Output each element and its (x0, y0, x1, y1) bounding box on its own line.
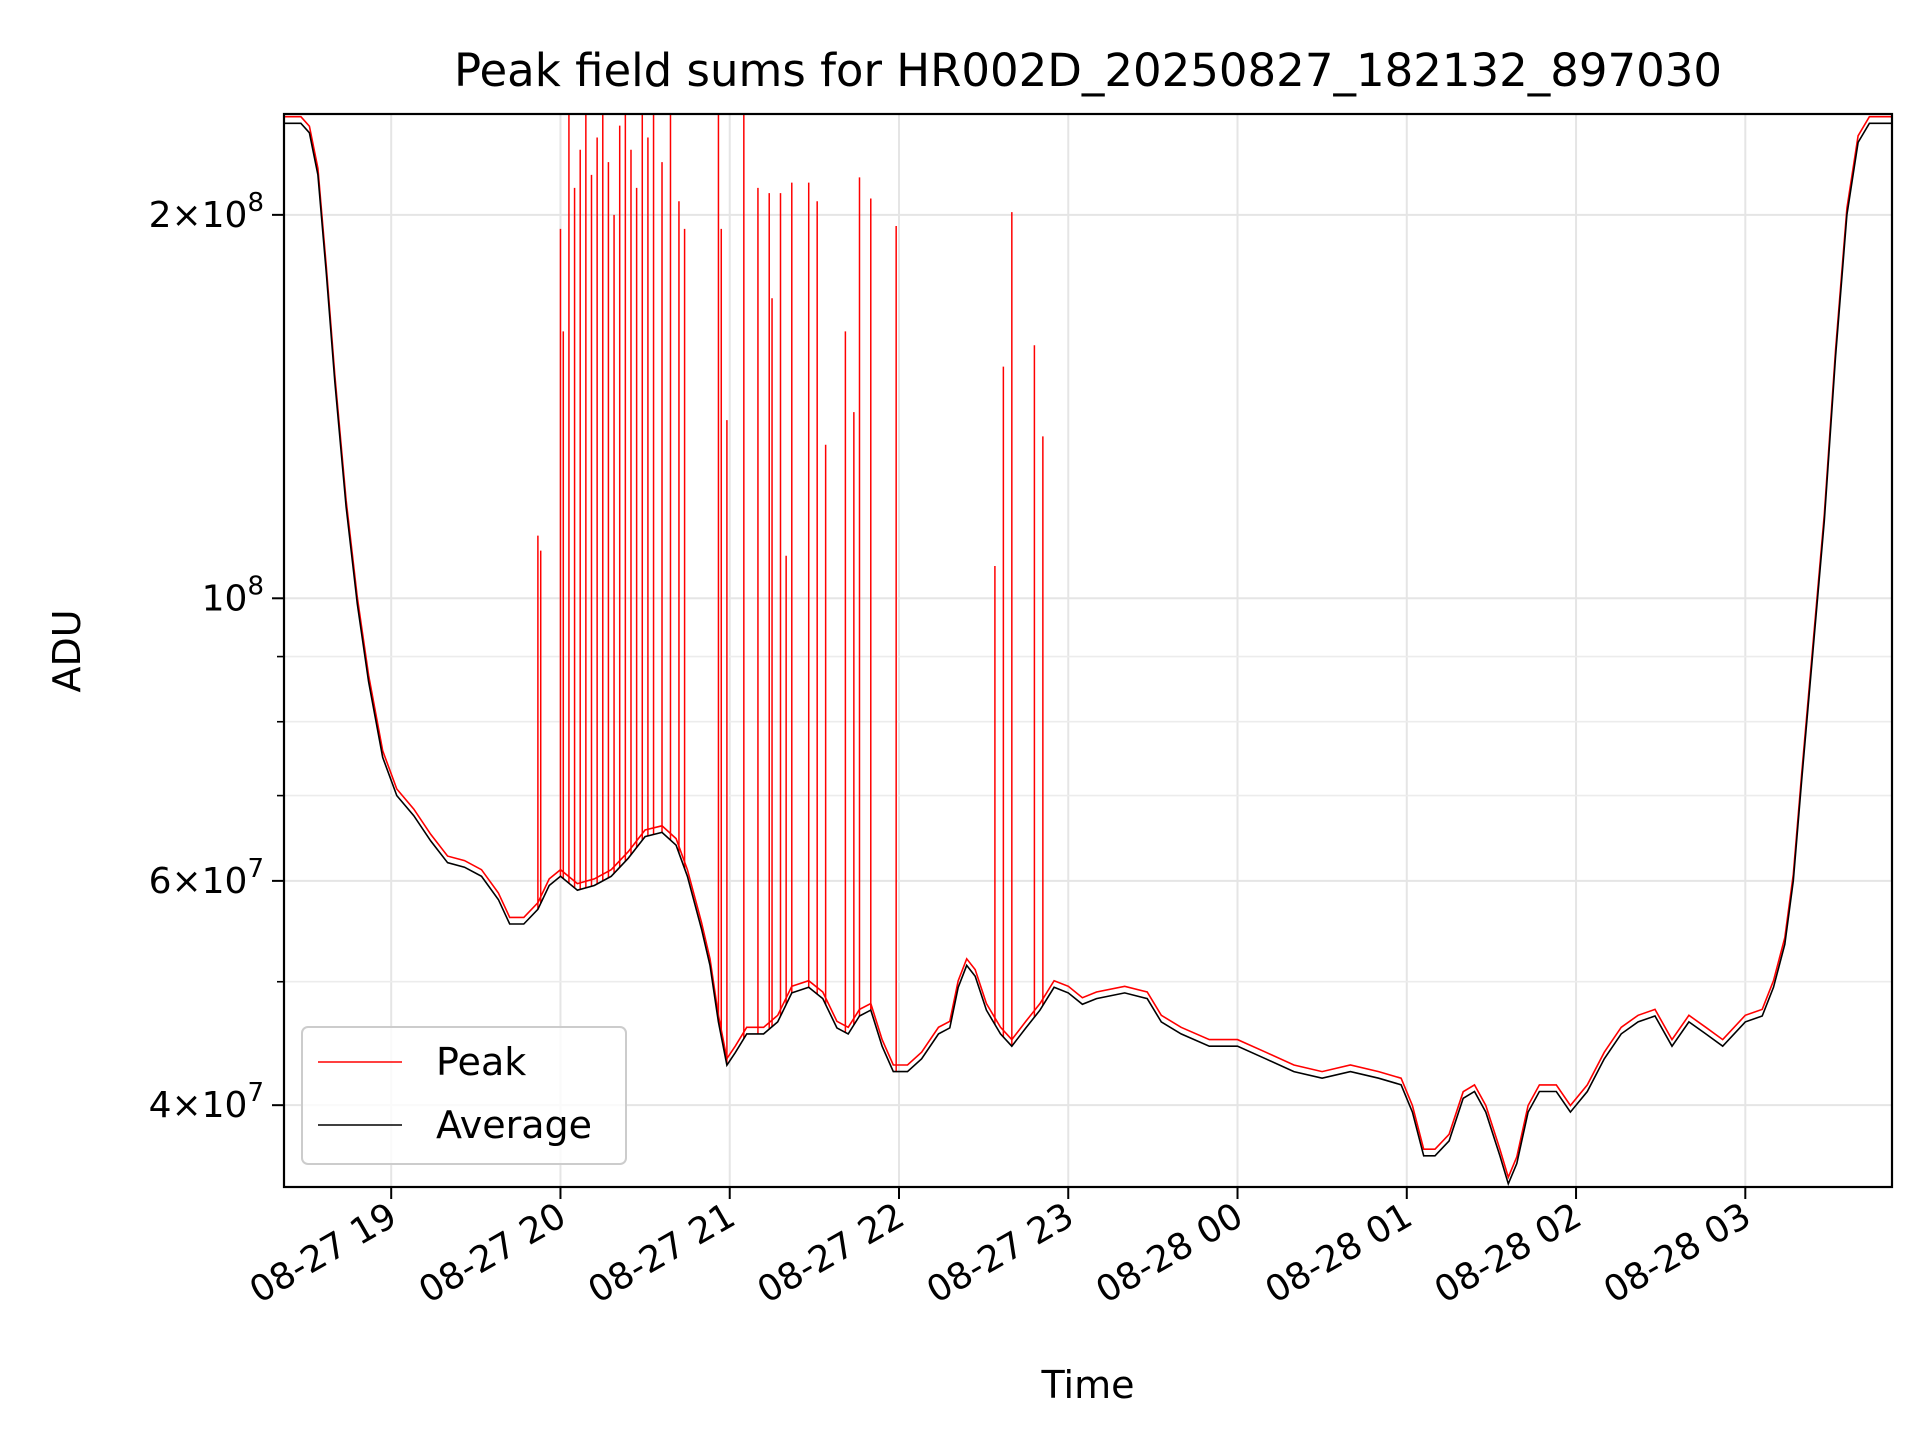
y-tick-label: 108 (202, 571, 264, 619)
grid (284, 114, 1892, 1187)
y-axis: 4×107 6×107 108 2×108 (149, 188, 284, 1126)
legend-label-average: Average (436, 1103, 592, 1147)
plot-series (284, 114, 1892, 1187)
series-peak-line (284, 115, 1892, 1180)
plot-frame (282, 112, 1894, 1189)
chart-title: Peak field sums for HR002D_20250827_1821… (454, 44, 1722, 97)
legend: Peak Average (301, 1026, 627, 1165)
y-tick-label: 2×108 (149, 188, 264, 236)
x-axis-title: Time (1041, 1363, 1135, 1407)
series-average-line (284, 122, 1892, 1187)
y-tick-label: 4×107 (149, 1078, 264, 1126)
y-tick-label: 6×107 (149, 854, 264, 902)
legend-label-peak: Peak (436, 1040, 526, 1084)
y-axis-title: ADU (45, 609, 89, 692)
